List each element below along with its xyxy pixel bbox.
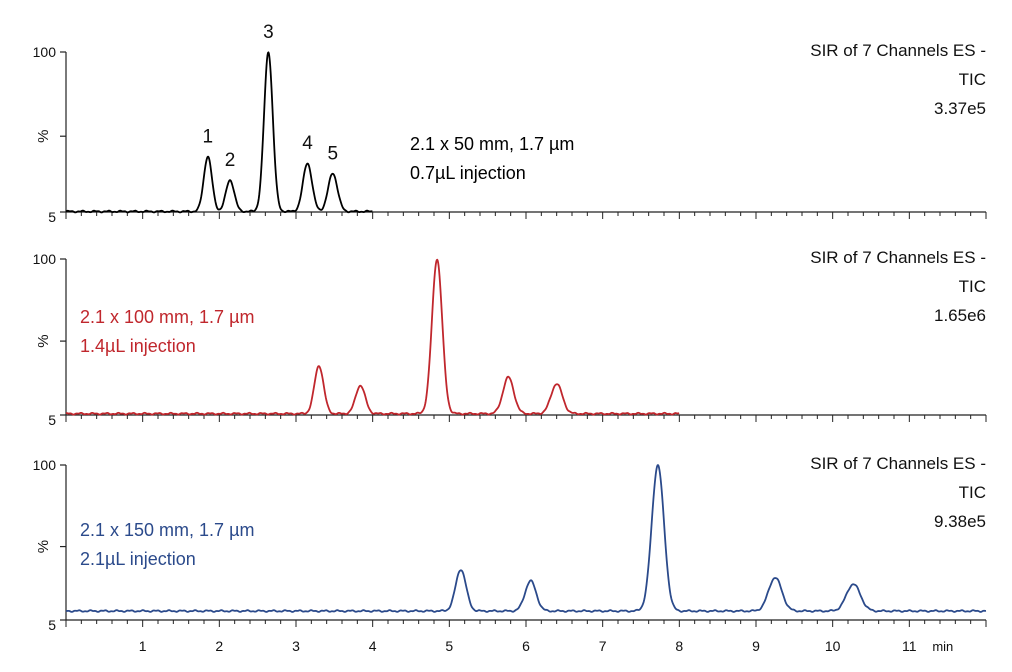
peak-apex-marker	[435, 257, 439, 261]
y-tick-label-min: 5	[48, 412, 56, 428]
injection-volume-label: 0.7µL injection	[410, 163, 526, 183]
x-tick-label: 10	[825, 638, 841, 654]
info-tic: TIC	[959, 70, 986, 89]
peak-label-4: 4	[302, 133, 313, 154]
y-axis-label: %	[35, 540, 52, 553]
column-dimensions-label: 2.1 x 150 mm, 1.7 µm	[80, 520, 254, 540]
column-dimensions-label: 2.1 x 100 mm, 1.7 µm	[80, 307, 254, 327]
peak-label-2: 2	[225, 150, 236, 171]
chromatogram-trace-1	[65, 51, 373, 214]
x-axis-unit-label: min	[932, 639, 953, 654]
y-tick-label-max: 100	[33, 457, 57, 473]
x-tick-label: 9	[752, 638, 760, 654]
y-tick-label-min: 5	[48, 209, 56, 225]
info-title: SIR of 7 Channels ES -	[810, 454, 986, 473]
x-tick-label: 8	[675, 638, 683, 654]
peak-apex-marker	[529, 579, 533, 583]
injection-volume-label: 1.4µL injection	[80, 336, 196, 356]
peak-apex-marker	[206, 154, 210, 158]
x-tick-label: 11	[902, 638, 917, 654]
peak-apex-marker	[555, 382, 559, 386]
peak-apex-marker	[358, 383, 362, 387]
y-axis-label: %	[35, 334, 52, 347]
info-tic: TIC	[959, 277, 986, 296]
info-intensity: 9.38e5	[934, 512, 986, 531]
peak-apex-marker	[506, 375, 510, 379]
x-tick-label: 4	[369, 638, 377, 654]
peak-apex-marker	[228, 178, 232, 182]
chromatogram-trace-3	[65, 464, 987, 613]
peak-label-5: 5	[328, 143, 339, 164]
peak-apex-marker	[459, 567, 463, 571]
peak-apex-marker	[317, 364, 321, 368]
chromatogram-trace-2	[65, 258, 680, 416]
peak-label-3: 3	[263, 22, 274, 43]
info-title: SIR of 7 Channels ES -	[810, 248, 986, 267]
info-title: SIR of 7 Channels ES -	[810, 41, 986, 60]
x-tick-label: 6	[522, 638, 530, 654]
peak-apex-marker	[851, 582, 855, 586]
x-tick-label: 3	[292, 638, 300, 654]
peak-apex-marker	[656, 463, 660, 467]
y-tick-label-max: 100	[33, 44, 57, 60]
peak-apex-marker	[773, 576, 777, 580]
y-tick-label-max: 100	[33, 251, 57, 267]
x-tick-label: 5	[445, 638, 453, 654]
y-tick-label-min: 5	[48, 617, 56, 633]
info-intensity: 1.65e6	[934, 306, 986, 325]
peak-label-1: 1	[203, 126, 214, 147]
x-tick-label: 2	[215, 638, 223, 654]
x-tick-label: 7	[599, 638, 607, 654]
column-dimensions-label: 2.1 x 50 mm, 1.7 µm	[410, 134, 574, 154]
info-tic: TIC	[959, 483, 986, 502]
peak-apex-marker	[331, 171, 335, 175]
y-axis-label: %	[35, 130, 52, 143]
injection-volume-label: 2.1µL injection	[80, 549, 196, 569]
peak-apex-marker	[266, 50, 270, 54]
info-intensity: 3.37e5	[934, 99, 986, 118]
peak-apex-marker	[306, 161, 310, 165]
x-tick-label: 1	[139, 638, 147, 654]
